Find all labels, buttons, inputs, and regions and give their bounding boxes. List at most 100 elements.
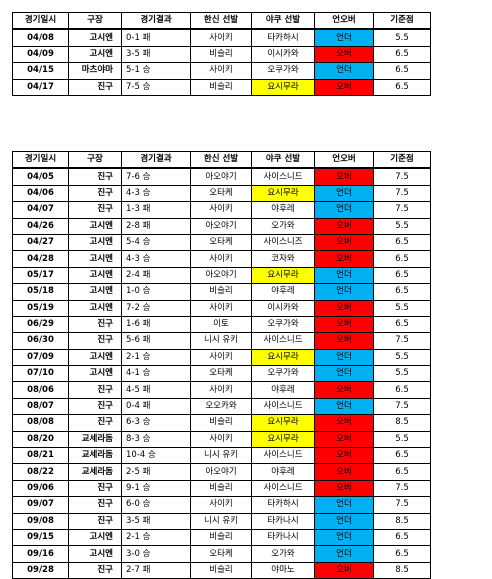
date-cell: 08/21 bbox=[12, 447, 69, 465]
venue-cell: 고시엔 bbox=[68, 283, 122, 301]
venue-cell: 진구 bbox=[68, 561, 122, 579]
table-row: 04/27 고시엔 5-4 승 오타케 사이스니즈 오버 6.5 bbox=[12, 233, 431, 252]
hanshin-starter-cell: 니시 유키 bbox=[190, 447, 252, 465]
result-cell: 3-5 패 bbox=[121, 512, 191, 530]
yakult-starter-cell: 사이스니드 bbox=[251, 332, 315, 350]
table-body: 04/05 진구 7-6 승 아오야기 사이스니드 오버 7.5 04/06 진구 4-3 승 오타… bbox=[12, 167, 431, 579]
date-cell: 04/28 bbox=[12, 250, 69, 268]
date-cell: 05/19 bbox=[12, 299, 69, 317]
date-cell: 08/22 bbox=[12, 463, 69, 481]
column-header: 구장 bbox=[68, 12, 122, 31]
over-under-cell: 언더 bbox=[314, 397, 374, 416]
column-header: 야쿠 선발 bbox=[251, 12, 315, 31]
yakult-starter-cell: 야후레 bbox=[251, 283, 315, 301]
date-cell: 06/30 bbox=[12, 332, 69, 350]
table-header-row: 경기일시 구장 경기결과 한신 선발 야쿠 선발 언오버 기준점 bbox=[12, 151, 431, 170]
result-cell: 1-3 패 bbox=[121, 201, 191, 219]
date-cell: 09/08 bbox=[12, 512, 69, 530]
hanshin-starter-cell: 비슬리 bbox=[190, 561, 252, 579]
venue-cell: 진구 bbox=[68, 332, 122, 350]
date-cell: 05/18 bbox=[12, 283, 69, 301]
table-row: 04/15 마츠야마 5-1 승 사이키 오쿠가와 언더 6.5 bbox=[12, 62, 431, 80]
result-cell: 7-5 승 bbox=[121, 78, 191, 96]
baseline-cell: 8.5 bbox=[373, 512, 431, 530]
column-header: 기준점 bbox=[373, 12, 431, 31]
over-under-cell: 언더 bbox=[314, 28, 374, 47]
hanshin-starter-cell: 사이키 bbox=[190, 496, 252, 514]
over-under-cell: 오버 bbox=[314, 299, 374, 317]
baseline-cell: 8.5 bbox=[373, 414, 431, 432]
hanshin-starter-cell: 오타케 bbox=[190, 184, 252, 203]
column-header: 경기일시 bbox=[12, 151, 69, 170]
venue-cell: 진구 bbox=[68, 167, 122, 186]
table-row: 04/28 고시엔 4-3 승 사이키 코자와 오버 6.5 bbox=[12, 250, 431, 268]
table-row: 08/08 진구 6-3 승 비슬리 요시무라 오버 8.5 bbox=[12, 414, 431, 432]
baseline-cell: 5.5 bbox=[373, 217, 431, 235]
over-under-cell: 오버 bbox=[314, 430, 374, 449]
result-cell: 0-4 패 bbox=[121, 397, 191, 416]
baseline-cell: 6.5 bbox=[373, 381, 431, 399]
venue-cell: 진구 bbox=[68, 397, 122, 416]
yakult-starter-cell: 타카하시 bbox=[251, 496, 315, 514]
yakult-starter-cell: 이시카와 bbox=[251, 45, 315, 64]
date-cell: 09/15 bbox=[12, 528, 69, 547]
yakult-starter-cell: 이시카와 bbox=[251, 299, 315, 317]
over-under-cell: 언더 bbox=[314, 62, 374, 80]
date-cell: 08/08 bbox=[12, 414, 69, 432]
yakult-starter-cell: 야마노 bbox=[251, 561, 315, 579]
result-cell: 3-5 패 bbox=[121, 45, 191, 64]
over-under-cell: 오버 bbox=[314, 45, 374, 64]
table-row: 04/06 진구 4-3 승 오타케 요시무라 언더 7.5 bbox=[12, 184, 431, 203]
table-row: 04/26 고시엔 2-8 패 아오야기 오가와 오버 5.5 bbox=[12, 217, 431, 235]
column-header: 경기결과 bbox=[121, 151, 191, 170]
result-cell: 2-1 승 bbox=[121, 348, 191, 367]
hanshin-starter-cell: 오타케 bbox=[190, 545, 252, 563]
column-header: 한신 선발 bbox=[190, 12, 252, 31]
result-cell: 5-6 패 bbox=[121, 332, 191, 350]
column-header: 한신 선발 bbox=[190, 151, 252, 170]
hanshin-starter-cell: 사이키 bbox=[190, 250, 252, 268]
table-row: 08/06 진구 4-5 패 사이키 야후레 오버 6.5 bbox=[12, 381, 431, 399]
over-under-cell: 언더 bbox=[314, 496, 374, 514]
venue-cell: 진구 bbox=[68, 479, 122, 498]
result-cell: 6-3 승 bbox=[121, 414, 191, 432]
result-cell: 2-1 승 bbox=[121, 528, 191, 547]
baseline-cell: 5.5 bbox=[373, 430, 431, 449]
yakult-starter-cell: 요시무라 bbox=[251, 78, 315, 96]
yakult-starter-cell: 요시무라 bbox=[251, 348, 315, 367]
venue-cell: 고시엔 bbox=[68, 348, 122, 367]
result-cell: 0-1 패 bbox=[121, 28, 191, 47]
table-row: 04/08 고시엔 0-1 패 사이키 타카하시 언더 5.5 bbox=[12, 28, 431, 47]
column-header: 야쿠 선발 bbox=[251, 151, 315, 170]
venue-cell: 진구 bbox=[68, 414, 122, 432]
hanshin-starter-cell: 이토 bbox=[190, 315, 252, 334]
table-row: 09/06 진구 9-1 승 비슬리 사이스니드 오버 7.5 bbox=[12, 479, 431, 498]
baseline-cell: 5.5 bbox=[373, 28, 431, 47]
baseline-cell: 7.5 bbox=[373, 184, 431, 203]
table-row: 09/15 고시엔 2-1 승 비슬리 타카나시 언더 6.5 bbox=[12, 528, 431, 547]
yakult-starter-cell: 사이스니드 bbox=[251, 447, 315, 465]
over-under-cell: 언더 bbox=[314, 528, 374, 547]
yakult-starter-cell: 요시무라 bbox=[251, 266, 315, 285]
baseline-cell: 7.5 bbox=[373, 397, 431, 416]
over-under-cell: 오버 bbox=[314, 414, 374, 432]
date-cell: 07/09 bbox=[12, 348, 69, 367]
table-row: 09/16 고시엔 3-0 승 오타케 오가와 언더 6.5 bbox=[12, 545, 431, 563]
result-cell: 4-3 승 bbox=[121, 184, 191, 203]
table-row: 09/08 진구 3-5 패 니시 유키 타카나시 언더 8.5 bbox=[12, 512, 431, 530]
table-row: 04/05 진구 7-6 승 아오야기 사이스니드 오버 7.5 bbox=[12, 167, 431, 186]
yakult-starter-cell: 코자와 bbox=[251, 250, 315, 268]
result-cell: 9-1 승 bbox=[121, 479, 191, 498]
result-cell: 7-2 승 bbox=[121, 299, 191, 317]
date-cell: 08/20 bbox=[12, 430, 69, 449]
venue-cell: 진구 bbox=[68, 512, 122, 530]
venue-cell: 고시엔 bbox=[68, 545, 122, 563]
hanshin-starter-cell: 사이키 bbox=[190, 381, 252, 399]
yakult-starter-cell: 오쿠가와 bbox=[251, 315, 315, 334]
date-cell: 04/17 bbox=[12, 78, 69, 96]
baseline-cell: 6.5 bbox=[373, 250, 431, 268]
over-under-cell: 언더 bbox=[314, 365, 374, 383]
venue-cell: 진구 bbox=[68, 201, 122, 219]
baseline-cell: 7.5 bbox=[373, 496, 431, 514]
yakult-starter-cell: 오가와 bbox=[251, 217, 315, 235]
